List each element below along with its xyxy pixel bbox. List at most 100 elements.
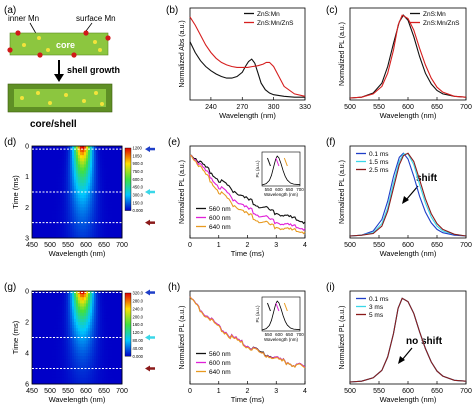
y-axis-label-g: Time (ms) — [11, 320, 20, 354]
heatmap-cell-g — [76, 346, 79, 351]
heatmap-cell-g — [60, 331, 63, 335]
heatmap-cell-g — [56, 325, 59, 329]
heatmap-cell-g — [44, 365, 47, 369]
heatmap-cell-d — [88, 204, 91, 208]
heatmap-cell-d — [98, 146, 101, 150]
heatmap-cell-g — [66, 349, 69, 354]
heatmap-cell-g — [76, 294, 79, 298]
heatmap-cell-d — [66, 219, 69, 224]
heatmap-cell-g — [42, 374, 45, 379]
heatmap-cell-d — [118, 219, 121, 224]
heatmap-cell-d — [56, 204, 59, 208]
heatmap-cell-g — [48, 371, 51, 376]
heatmap-cell-d — [110, 198, 113, 202]
y-axis-label-f: Normalized PL (a.u.) — [339, 160, 346, 224]
heatmap-cell-d — [48, 173, 51, 178]
heatmap-cell-g — [60, 337, 63, 341]
heatmap-cell-g — [82, 328, 85, 332]
series-line-f-2 — [349, 152, 467, 237]
heatmap-cell-d — [44, 201, 47, 205]
heatmap-cell-g — [66, 377, 69, 382]
heatmap-cell-g — [120, 300, 123, 304]
heatmap-cell-d — [78, 192, 81, 196]
heatmap-cell-g — [66, 315, 69, 320]
heatmap-cell-g — [80, 343, 83, 348]
heatmap-cell-g — [112, 331, 115, 335]
heatmap-cell-d — [80, 228, 83, 233]
heatmap-cell-d — [98, 167, 101, 171]
x-axis-label-d: Wavelength (nm) — [49, 249, 106, 258]
heatmap-cell-g — [106, 365, 109, 369]
heatmap-cell-d — [92, 167, 95, 171]
heatmap-cell-g — [106, 294, 109, 298]
heatmap-cell-g — [36, 362, 39, 366]
heatmap-cell-g — [38, 309, 41, 314]
heatmap-cell-d — [48, 219, 51, 224]
heatmap-cell-d — [42, 170, 45, 174]
heatmap-cell-g — [34, 312, 37, 317]
heatmap-cell-g — [90, 300, 93, 304]
heatmap-cell-d — [46, 170, 49, 174]
heatmap-cell-g — [112, 318, 115, 323]
heatmap-cell-d — [120, 173, 123, 178]
heatmap-cell-d — [120, 234, 123, 239]
heatmap-cell-g — [42, 365, 45, 369]
heatmap-cell-g — [90, 309, 93, 314]
heatmap-cell-d — [92, 146, 95, 150]
heatmap-cell-d — [106, 201, 109, 205]
heatmap-cell-d — [114, 213, 117, 217]
heatmap-cell-d — [106, 179, 109, 184]
heatmap-cell-g — [118, 349, 121, 354]
heatmap-cell-d — [104, 234, 107, 239]
heatmap-cell-g — [54, 374, 57, 379]
heatmap-cell-d — [56, 195, 59, 199]
inner-mn-label: inner Mn — [8, 14, 39, 23]
heatmap-cell-g — [94, 318, 97, 323]
heatmap-cell-g — [108, 356, 111, 360]
heatmap-cell-d — [110, 228, 113, 233]
heatmap-cell-d — [104, 149, 107, 153]
heatmap-cell-g — [44, 306, 47, 310]
heatmap-cell-d — [116, 173, 119, 178]
heatmap-cell-d — [98, 216, 101, 220]
heatmap-cell-g — [78, 334, 81, 338]
heatmap-cell-d — [70, 213, 73, 217]
time-slice-arrowhead-g — [145, 365, 150, 372]
heatmap-cell-d — [92, 152, 95, 156]
heatmap-cell-d — [70, 158, 73, 162]
heatmap-cell-g — [104, 353, 107, 357]
heatmap-cell-d — [90, 185, 93, 190]
heatmap-cell-g — [84, 356, 87, 360]
heatmap-cell-g — [70, 343, 73, 348]
heatmap-cell-d — [48, 188, 51, 193]
x-axis-label-h: Time (ms) — [231, 395, 265, 404]
heatmap-cell-g — [50, 325, 53, 329]
heatmap-cell-d — [102, 167, 105, 171]
heatmap-cell-d — [100, 146, 103, 150]
heatmap-cell-d — [40, 170, 43, 174]
heatmap-cell-d — [68, 192, 71, 196]
heatmap-cell-g — [60, 374, 63, 379]
inner-core-rod — [14, 89, 106, 107]
heatmap-cell-g — [60, 312, 63, 317]
heatmap-cell-d — [52, 158, 55, 162]
heatmap-cell-d — [60, 216, 63, 220]
heatmap-cell-g — [32, 359, 35, 363]
heatmap-cell-d — [70, 182, 73, 187]
heatmap-cell-g — [74, 353, 77, 357]
heatmap-cell-g — [76, 374, 79, 379]
heatmap-cell-d — [48, 201, 51, 205]
heatmap-cell-g — [58, 306, 61, 310]
heatmap-cell-g — [54, 334, 57, 338]
heatmap-cell-d — [68, 198, 71, 202]
core-dopants — [7, 30, 111, 58]
heatmap-cell-g — [102, 362, 105, 366]
heatmap-cell-g — [56, 371, 59, 376]
heatmap-cell-d — [50, 222, 53, 227]
heatmap-cell-g — [60, 309, 63, 314]
heatmap-cell-d — [62, 155, 65, 159]
heatmap-cell-d — [78, 204, 81, 208]
heatmap-cell-g — [78, 349, 81, 354]
heatmap-cell-g — [114, 337, 117, 341]
heatmap-cell-g — [106, 359, 109, 363]
